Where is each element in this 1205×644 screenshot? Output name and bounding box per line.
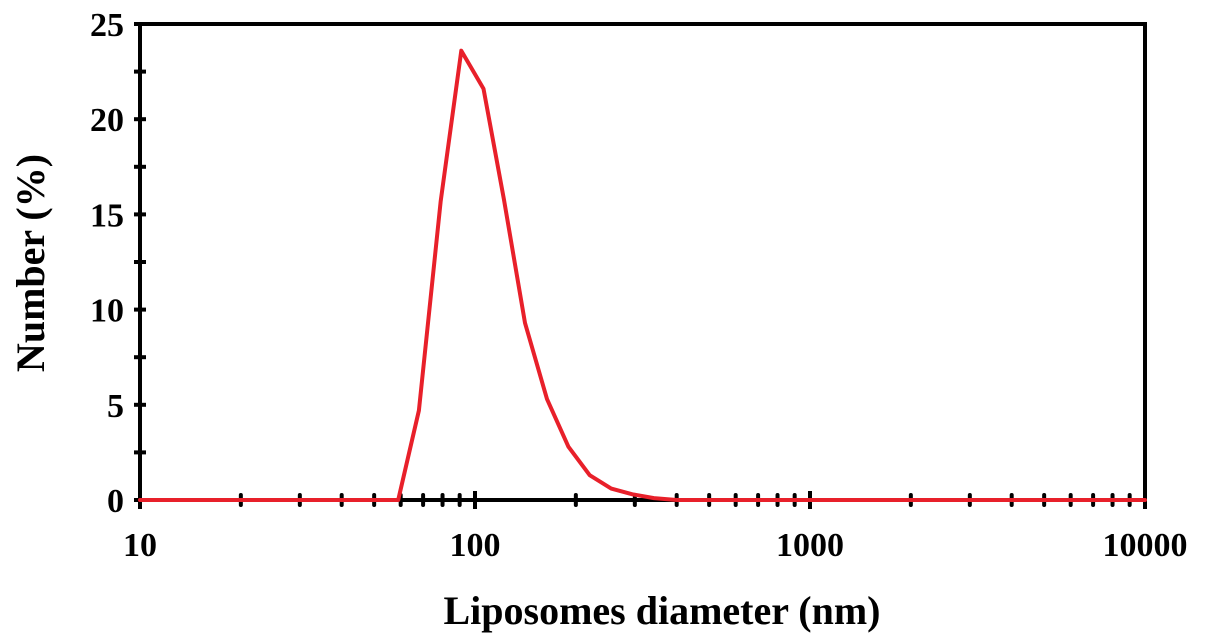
y-tick-label: 20 — [90, 102, 124, 139]
data-point — [481, 87, 485, 91]
y-tick-label: 0 — [107, 483, 124, 520]
data-point — [1143, 498, 1147, 502]
data-point — [523, 321, 527, 325]
x-tick-label: 1000 — [776, 527, 844, 564]
data-point — [808, 498, 812, 502]
x-axis-ticks: 10 100 1000 10000 — [123, 491, 1188, 564]
y-axis-title: Number (%) — [8, 154, 53, 372]
y-tick-label: 5 — [107, 388, 124, 425]
data-point — [502, 197, 506, 201]
plot-area: 0 5 10 15 20 25 10 100 1000 10000 — [90, 7, 1188, 564]
y-tick-label: 10 — [90, 293, 124, 330]
x-axis-title: Liposomes diameter (nm) — [444, 588, 881, 633]
x-tick-label: 100 — [450, 527, 501, 564]
data-point — [439, 199, 443, 203]
y-tick-label: 15 — [90, 197, 124, 234]
x-tick-label: 10000 — [1103, 527, 1188, 564]
data-point — [459, 49, 463, 53]
data-point — [630, 492, 634, 496]
x-tick-label: 10 — [123, 527, 157, 564]
y-tick-label: 25 — [90, 7, 124, 44]
data-point — [396, 498, 400, 502]
data-point — [675, 498, 679, 502]
data-point — [609, 487, 613, 491]
data-point — [588, 473, 592, 477]
plot-frame — [138, 22, 1147, 502]
series-layer — [138, 48, 1147, 502]
data-point — [566, 445, 570, 449]
series-line — [138, 48, 1147, 502]
data-point — [138, 498, 142, 502]
data-point — [417, 409, 421, 413]
data-point — [652, 496, 656, 500]
data-point — [545, 397, 549, 401]
y-axis-ticks: 0 5 10 15 20 25 — [90, 7, 146, 520]
